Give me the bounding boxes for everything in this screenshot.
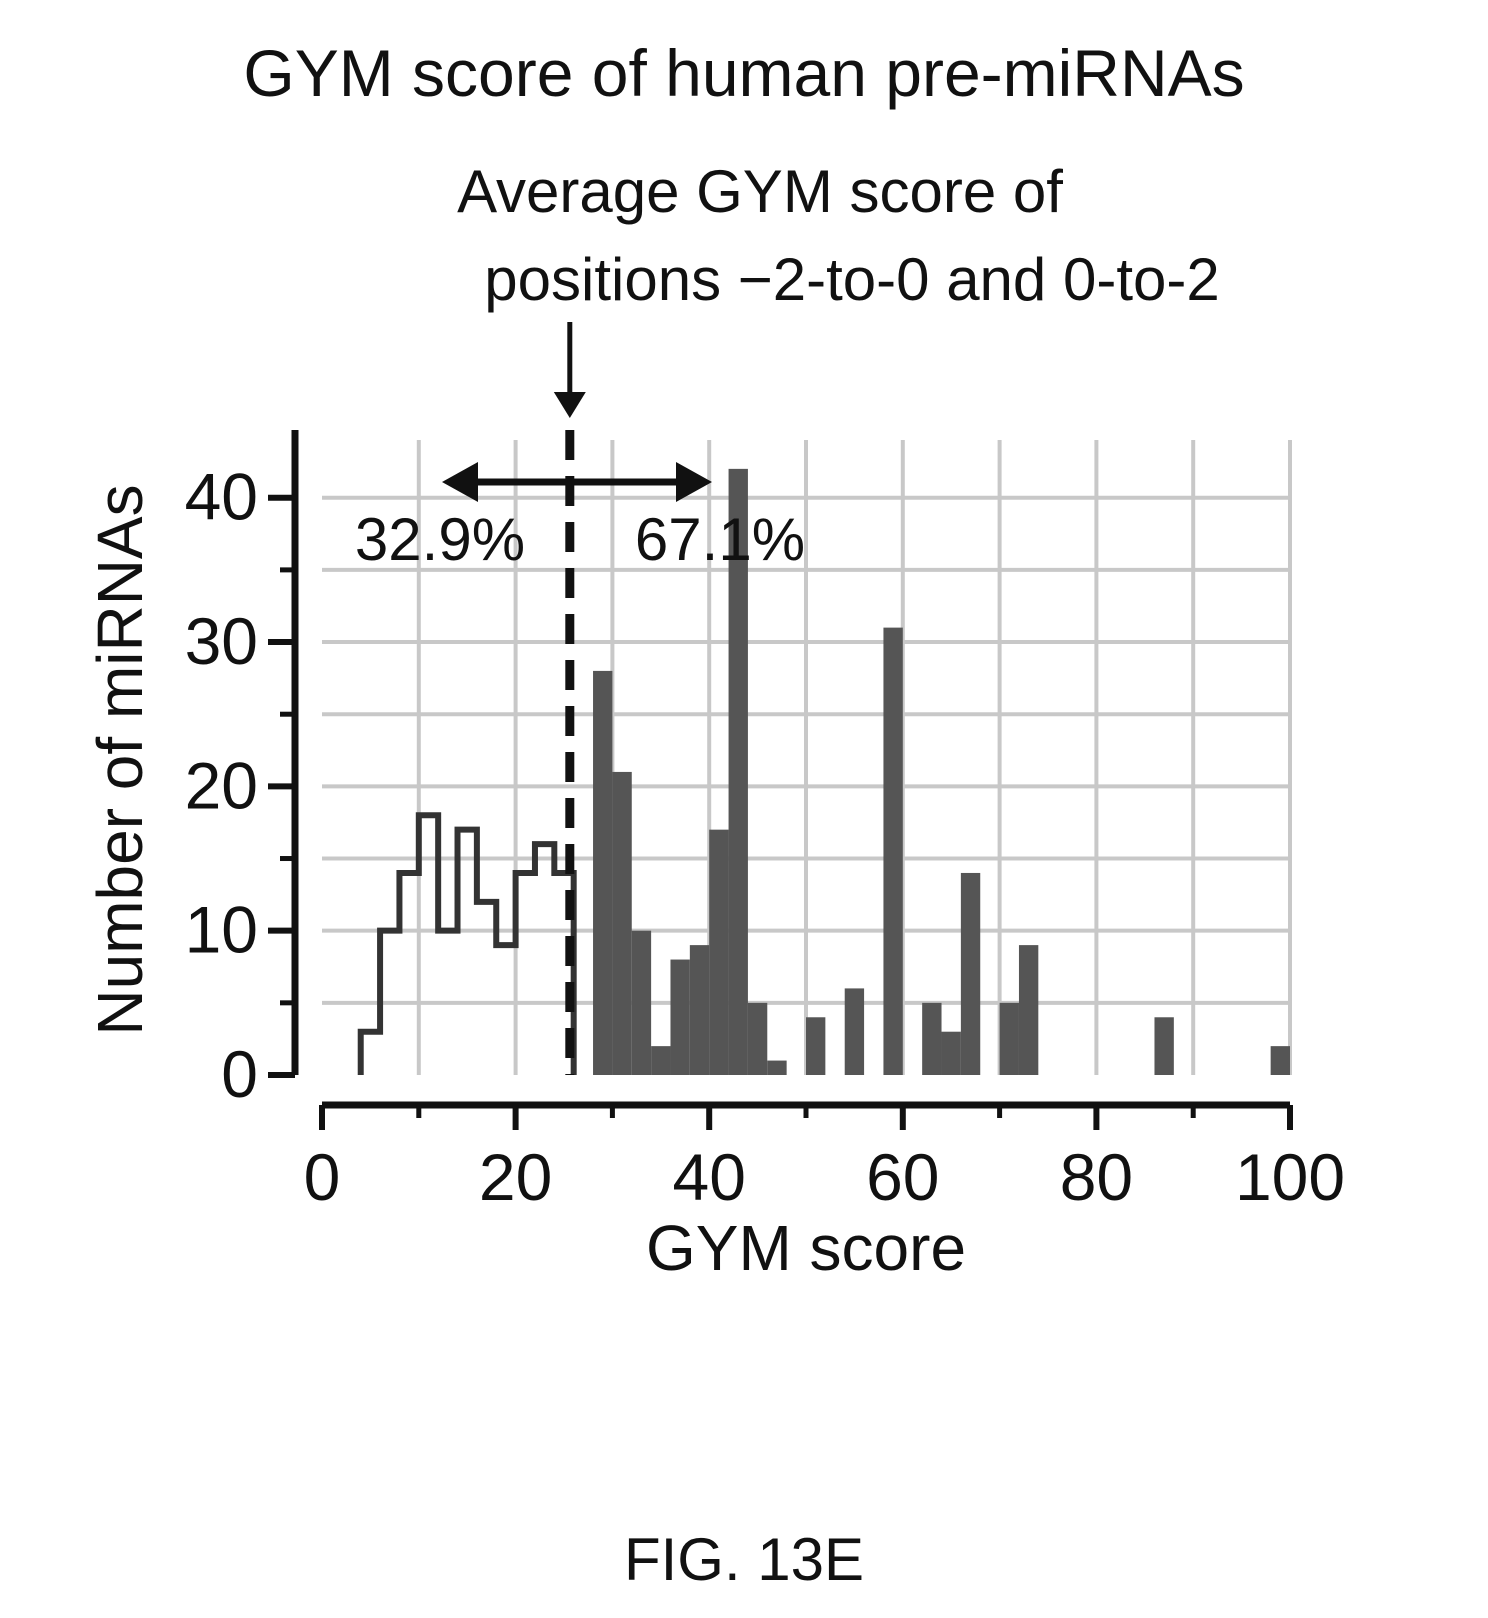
histogram-bar [883,628,902,1075]
histogram-bar [942,1032,961,1075]
histogram-bar [612,772,631,1075]
x-tick-label: 80 [1060,1140,1133,1214]
histogram-bar [1271,1046,1290,1075]
histogram-bar [845,988,864,1075]
figure-caption: FIG. 13E [0,1525,1488,1594]
histogram-bar [748,1003,767,1075]
histogram-bar [961,873,980,1075]
histogram-outline-step [361,815,574,1075]
histogram-bar [806,1017,825,1075]
threshold-label-line-2: positions −2-to-0 and 0-to-2 [484,246,1219,313]
y-tick-label: 0 [221,1037,258,1111]
histogram-bar [1000,1003,1019,1075]
histogram-bar [1154,1017,1173,1075]
x-axis-label: GYM score [646,1212,966,1284]
histogram-bar [632,931,651,1075]
histogram-outline [361,815,574,1075]
y-axis-label: Number of miRNAs [84,484,156,1035]
histogram-bar [1019,945,1038,1075]
histogram-bar [767,1061,786,1075]
right-percent-label: 67.1% [635,506,805,573]
x-tick-label: 60 [866,1140,939,1214]
chart-title: GYM score of human pre-miRNAs [243,36,1244,110]
histogram-bar [709,830,728,1075]
y-tick-label: 20 [185,748,258,822]
histogram-bar [670,960,689,1075]
histogram-bar [690,945,709,1075]
threshold-arrow-head [554,392,586,418]
y-axis-ticks: 0 10 20 30 40 [185,460,295,1111]
y-tick-label: 40 [185,460,258,534]
x-tick-label: 40 [672,1140,745,1214]
x-axis-ticks: 0 20 40 60 80 100 [304,1105,1345,1214]
x-tick-label: 100 [1235,1140,1345,1214]
histogram-bar [593,671,612,1075]
x-tick-label: 20 [479,1140,552,1214]
y-tick-label: 30 [185,604,258,678]
histogram-bar [922,1003,941,1075]
y-tick-label: 10 [185,893,258,967]
x-tick-label: 0 [304,1140,341,1214]
threshold-label-line-1: Average GYM score of [457,158,1063,225]
histogram-bar [651,1046,670,1075]
left-percent-label: 32.9% [355,506,525,573]
